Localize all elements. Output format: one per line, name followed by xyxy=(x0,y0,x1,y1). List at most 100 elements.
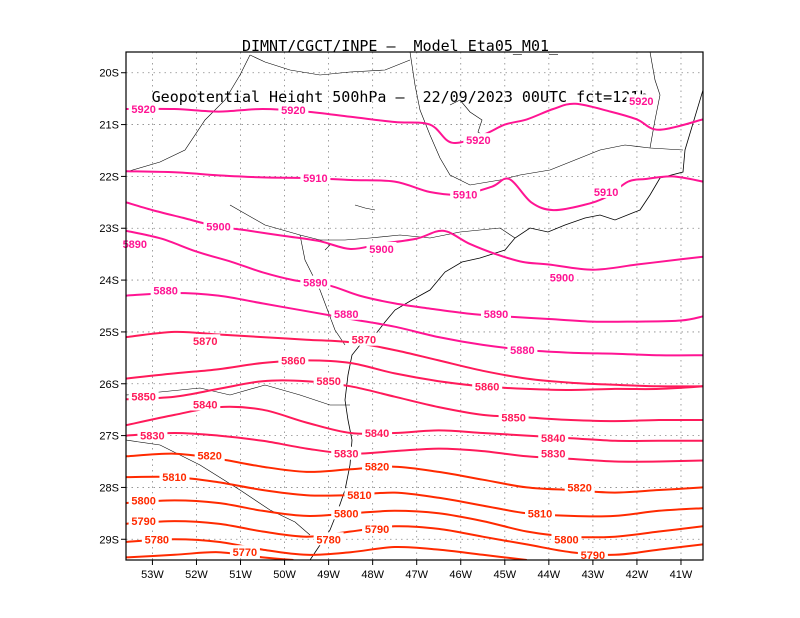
map-title: DIMNT/CGCT/INPE – Model Eta05_M01_ Geopo… xyxy=(0,4,800,123)
contour-label-bg xyxy=(150,283,181,297)
contour-label-5920: 5920 xyxy=(466,135,490,147)
lon-tick-label: 44W xyxy=(538,569,561,581)
contour-5890 xyxy=(126,229,703,323)
contour-label-5790: 5790 xyxy=(581,550,605,562)
state-border-2 xyxy=(229,204,516,241)
contour-label-bg xyxy=(128,493,159,507)
contour-label-bg xyxy=(564,480,595,494)
lon-tick-label: 41W xyxy=(670,569,693,581)
state-border-7 xyxy=(249,54,411,76)
contour-5800 xyxy=(126,499,703,539)
state-border-8 xyxy=(519,144,684,176)
contour-label-5820: 5820 xyxy=(365,462,389,474)
contour-label-5830: 5830 xyxy=(334,449,358,461)
lon-tick-label: 48W xyxy=(361,569,384,581)
contour-label-bg xyxy=(194,448,225,462)
contour-label-5910: 5910 xyxy=(453,190,477,202)
contour-label-5850: 5850 xyxy=(316,376,340,388)
lon-tick-label: 47W xyxy=(405,569,428,581)
contour-5920 xyxy=(126,102,703,144)
contour-label-bg xyxy=(450,187,481,201)
contour-label-bg xyxy=(525,506,556,520)
lat-tick-label: 28S xyxy=(99,482,119,494)
contour-label-5820: 5820 xyxy=(567,482,591,494)
title-line-1: DIMNT/CGCT/INPE – Model Eta05_M01_ xyxy=(241,37,559,55)
state-border-4 xyxy=(126,384,350,406)
contour-label-5920: 5920 xyxy=(281,105,305,117)
title-line-2: Geopotential Height 500hPa – 22/09/2023 … xyxy=(151,88,649,106)
contour-label-5880: 5880 xyxy=(153,285,177,297)
lat-tick-label: 25S xyxy=(99,327,119,339)
contour-label-bg xyxy=(300,275,331,289)
contour-label-bg xyxy=(577,547,608,561)
lon-tick-label: 46W xyxy=(449,569,472,581)
contour-label-5890: 5890 xyxy=(484,309,508,321)
contour-label-5810: 5810 xyxy=(528,508,552,520)
contour-label-bg xyxy=(463,133,494,147)
contour-label-bg xyxy=(203,219,234,233)
contour-label-5800: 5800 xyxy=(334,508,358,520)
contour-5870 xyxy=(126,330,703,388)
contour-label-5800: 5800 xyxy=(131,495,155,507)
contour-5900 xyxy=(126,201,703,271)
contour-label-bg xyxy=(348,332,379,346)
lat-tick-label: 21S xyxy=(99,120,119,132)
contour-5830 xyxy=(126,431,703,463)
contour-label-bg xyxy=(278,103,309,117)
contour-label-5840: 5840 xyxy=(365,428,389,440)
contour-label-bg xyxy=(141,532,172,546)
contour-label-bg xyxy=(498,410,529,424)
contour-label-bg xyxy=(331,506,362,520)
contour-label-bg xyxy=(547,270,578,284)
contour-label-5840: 5840 xyxy=(193,399,217,411)
state-border-1 xyxy=(126,54,251,173)
contour-label-bg xyxy=(331,446,362,460)
contour-label-5780: 5780 xyxy=(316,534,340,546)
contour-label-bg xyxy=(331,306,362,320)
lat-tick-label: 27S xyxy=(99,431,119,443)
contour-label-bg xyxy=(538,446,569,460)
contour-label-5810: 5810 xyxy=(162,472,186,484)
contour-label-5850: 5850 xyxy=(131,392,155,404)
contour-label-5920: 5920 xyxy=(131,104,155,116)
coastline-and-borders xyxy=(126,52,703,560)
lon-tick-label: 42W xyxy=(626,569,649,581)
contour-label-5900: 5900 xyxy=(206,222,230,234)
contour-5910 xyxy=(126,170,703,212)
contour-label-5820: 5820 xyxy=(197,450,221,462)
contour-5840 xyxy=(126,405,703,442)
contour-5850 xyxy=(126,379,703,423)
contour-label-bg xyxy=(137,428,168,442)
contour-label-5880: 5880 xyxy=(334,309,358,321)
contour-5810 xyxy=(126,475,703,518)
lon-tick-label: 49W xyxy=(317,569,340,581)
plot-frame xyxy=(125,51,704,561)
contour-label-bg xyxy=(119,236,150,250)
contour-label-5870: 5870 xyxy=(193,336,217,348)
contour-label-bg xyxy=(128,102,159,116)
contour-labels: 5920 5920 5920 5920 5910 5910 5910 5900 5900 5900… xyxy=(119,94,657,562)
contour-label-5840: 5840 xyxy=(541,433,565,445)
contour-label-bg xyxy=(362,521,393,535)
lon-tick-label: 43W xyxy=(582,569,605,581)
contour-5790 xyxy=(126,520,703,556)
lat-tick-label: 26S xyxy=(99,379,119,391)
contour-label-bg xyxy=(591,184,622,198)
contour-label-5900: 5900 xyxy=(369,244,393,256)
contour-label-bg xyxy=(626,94,657,108)
contour-label-bg xyxy=(229,545,260,559)
lat-tick-label: 23S xyxy=(99,223,119,235)
axis-ticks: 53W 52W 51W 50W 49W 48W 47W 46W 45W 44W 43W 42W 41W 2… xyxy=(99,68,692,581)
contour-label-bg xyxy=(507,343,538,357)
contour-label-5780: 5780 xyxy=(145,534,169,546)
lon-tick-label: 52W xyxy=(185,569,208,581)
lon-tick-label: 45W xyxy=(493,569,516,581)
contour-label-5810: 5810 xyxy=(347,490,371,502)
contour-5780 xyxy=(126,538,527,560)
contour-label-bg xyxy=(278,353,309,367)
contour-label-5870: 5870 xyxy=(352,335,376,347)
contour-label-5860: 5860 xyxy=(475,381,499,393)
contour-label-5790: 5790 xyxy=(365,524,389,536)
contour-label-5880: 5880 xyxy=(510,345,534,357)
